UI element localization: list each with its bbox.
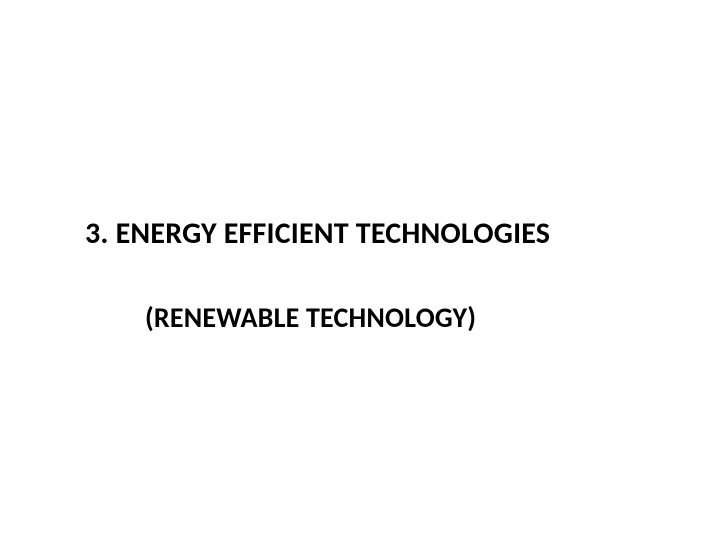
slide-container: 3. ENERGY EFFICIENT TECHNOLOGIES (RENEWA… <box>0 0 720 540</box>
heading-sub: (RENEWABLE TECHNOLOGY) <box>145 300 476 335</box>
heading-main: 3. ENERGY EFFICIENT TECHNOLOGIES <box>85 215 550 252</box>
